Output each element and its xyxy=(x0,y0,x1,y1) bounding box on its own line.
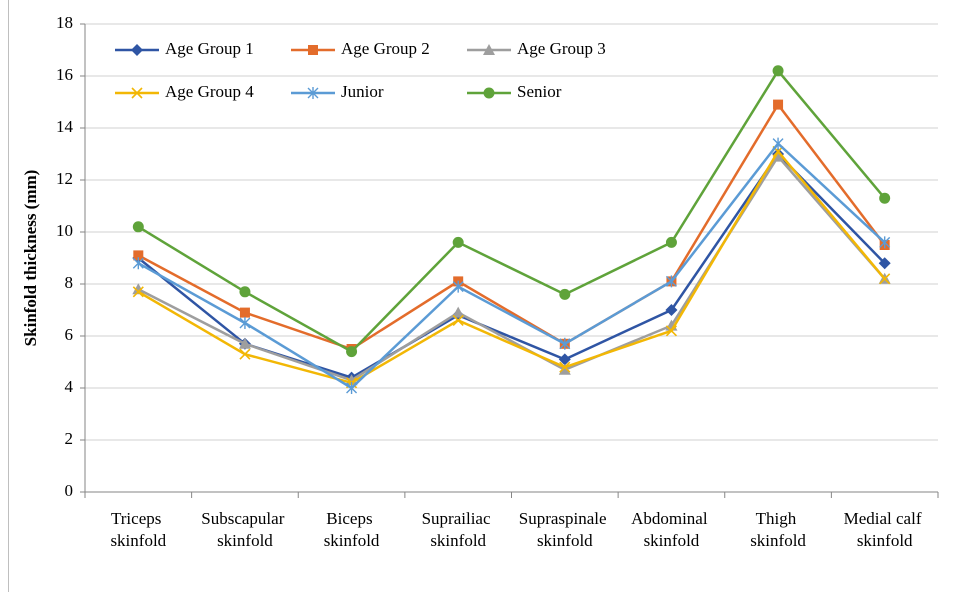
point xyxy=(452,280,464,293)
point xyxy=(483,44,495,55)
point xyxy=(452,306,465,318)
y-tick-label: 18 xyxy=(56,13,73,32)
point xyxy=(772,137,784,150)
point xyxy=(483,87,495,99)
y-tick-label: 12 xyxy=(56,169,73,188)
legend-label: Senior xyxy=(517,82,562,101)
point xyxy=(452,314,464,326)
legend-label: Age Group 2 xyxy=(341,39,430,58)
legend-label: Junior xyxy=(341,82,384,101)
point xyxy=(239,317,251,329)
x-tick-label: Suprailiac skinfold xyxy=(422,509,495,550)
point xyxy=(559,288,571,300)
point xyxy=(559,337,571,350)
point xyxy=(346,382,358,394)
point xyxy=(131,87,143,99)
y-tick-label: 6 xyxy=(65,325,74,344)
y-tick-label: 14 xyxy=(56,117,74,136)
point xyxy=(346,346,358,358)
point xyxy=(665,304,678,316)
legend-label: Age Group 1 xyxy=(165,39,254,58)
point xyxy=(879,273,891,285)
point xyxy=(133,250,144,261)
series-line xyxy=(137,68,886,354)
x-tick-label: Medial calf skinfold xyxy=(844,509,926,550)
point xyxy=(665,325,678,337)
x-tick-label: Abdominal skinfold xyxy=(631,509,712,550)
y-tick-label: 4 xyxy=(65,377,74,396)
series-line xyxy=(137,154,886,382)
legend-label: Age Group 4 xyxy=(165,82,254,101)
y-tick-label: 2 xyxy=(65,429,74,448)
point xyxy=(773,99,784,110)
point xyxy=(665,275,677,288)
y-tick-label: 8 xyxy=(65,273,74,292)
point xyxy=(239,348,251,360)
point xyxy=(879,192,891,204)
series-line xyxy=(137,141,886,390)
point xyxy=(131,44,143,56)
point xyxy=(132,257,144,270)
point xyxy=(558,363,571,375)
y-tick-label: 10 xyxy=(56,221,73,240)
y-tick-label: 0 xyxy=(65,481,74,500)
point xyxy=(665,236,677,248)
y-axis-label: Skinfold thickness (mm) xyxy=(21,170,40,347)
point xyxy=(308,45,318,55)
point xyxy=(239,307,250,318)
point xyxy=(878,257,891,270)
series-line xyxy=(137,102,886,351)
point xyxy=(879,236,891,249)
legend-label: Age Group 3 xyxy=(517,39,606,58)
series-line xyxy=(137,149,886,385)
x-tick-label: Supraspinale skinfold xyxy=(519,509,611,550)
point xyxy=(132,286,144,298)
point xyxy=(307,87,319,99)
point xyxy=(132,283,145,295)
point xyxy=(239,286,251,298)
point xyxy=(238,337,251,349)
point xyxy=(772,65,784,77)
point xyxy=(452,236,464,248)
point xyxy=(132,221,144,233)
x-tick-label: Thigh skinfold xyxy=(750,509,806,550)
x-tick-label: Triceps skinfold xyxy=(110,509,166,550)
y-tick-label: 16 xyxy=(56,65,73,84)
x-tick-label: Biceps skinfold xyxy=(324,509,380,550)
x-tick-label: Subscapular skinfold xyxy=(201,509,288,550)
point xyxy=(558,353,571,366)
point xyxy=(559,361,571,373)
